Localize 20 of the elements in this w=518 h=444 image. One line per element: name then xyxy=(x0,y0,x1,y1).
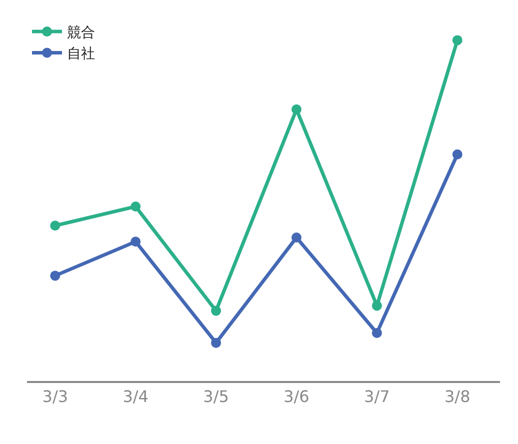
legend-label: 自社 xyxy=(67,46,95,62)
x-tick-label: 3/3 xyxy=(42,387,68,406)
point xyxy=(50,220,60,231)
x-tick-label: 3/8 xyxy=(444,387,470,406)
point xyxy=(372,300,382,311)
point xyxy=(452,149,462,160)
point xyxy=(291,232,302,243)
point xyxy=(211,306,222,316)
point xyxy=(372,328,382,338)
point xyxy=(130,202,141,212)
legend-label: 競合 xyxy=(67,25,95,42)
point xyxy=(291,104,302,114)
x-tick-label: 3/4 xyxy=(122,387,148,406)
x-tick-label: 3/7 xyxy=(364,387,390,406)
x-tick-label: 3/5 xyxy=(203,387,229,406)
x-tick-label: 3/6 xyxy=(284,387,310,406)
point xyxy=(50,270,60,281)
point xyxy=(211,338,222,348)
point xyxy=(452,35,462,46)
point xyxy=(130,236,141,247)
